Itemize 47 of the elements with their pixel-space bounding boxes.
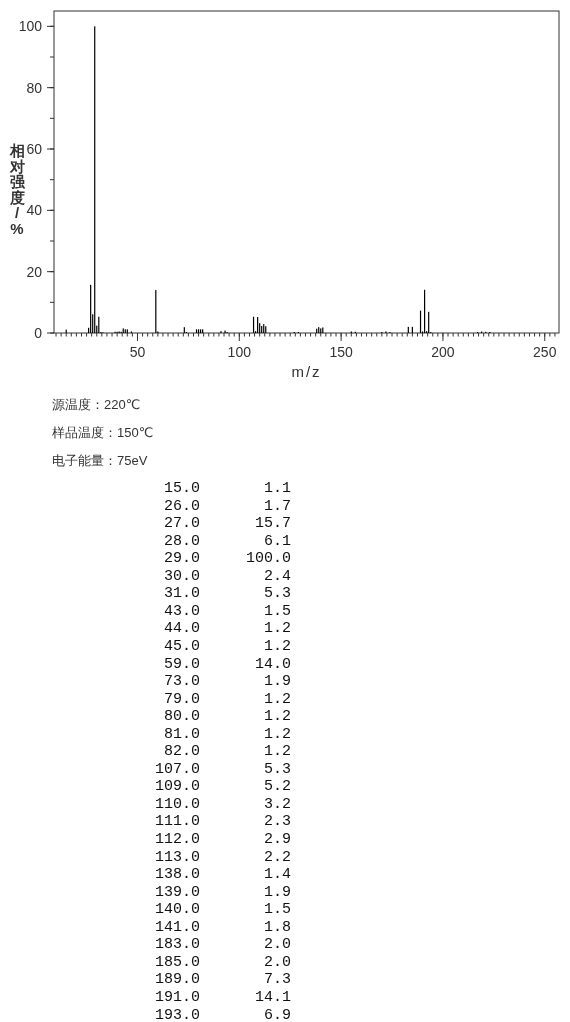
- text: 80.0 1.2: [163, 708, 291, 726]
- text: 15.0 1.1: [163, 480, 291, 497]
- text: 111.0 2.3: [154, 813, 291, 831]
- text: 电子能量：75eV: [52, 453, 148, 468]
- text: 141.0 1.8: [154, 918, 291, 936]
- text: 113.0 2.2: [154, 848, 291, 866]
- text: 193.0 6.9: [154, 1006, 291, 1022]
- y-tick-label: 60: [26, 141, 43, 157]
- text: 73.0 1.9: [163, 673, 291, 691]
- text: 45.0 1.2: [163, 637, 291, 655]
- text: 112.0 2.9: [154, 831, 291, 848]
- x-tick-label: 50: [129, 344, 146, 360]
- x-tick-label: 200: [431, 344, 455, 360]
- x-tick-label: 100: [227, 344, 252, 360]
- text: 138.0 1.4: [154, 866, 291, 884]
- text: 191.0 14.1: [154, 988, 291, 1006]
- text: 81.0 1.2: [163, 725, 291, 743]
- y-tick-label: 40: [26, 202, 43, 219]
- text: 27.0 15.7: [163, 515, 291, 533]
- text: 79.0 1.2: [163, 690, 291, 708]
- y-tick-label: 100: [18, 18, 43, 35]
- text: 29.0 100.0: [163, 550, 291, 568]
- text: 139.0 1.9: [154, 883, 291, 901]
- y-tick-label: 20: [26, 263, 43, 280]
- text: 185.0 2.0: [154, 953, 291, 971]
- x-axis-title: m/z: [291, 363, 322, 380]
- y-tick-label: 0: [34, 325, 43, 341]
- text: 26.0 1.7: [163, 497, 291, 515]
- text: 140.0 1.5: [154, 901, 291, 919]
- y-tick-label: 80: [26, 79, 43, 96]
- text: 43.0 1.5: [163, 602, 291, 620]
- text: 样品温度：150℃: [52, 425, 154, 440]
- text: 源温度：220℃: [52, 397, 141, 412]
- text: 110.0 3.2: [154, 795, 291, 813]
- y-axis-title: 相对强度/%: [8, 142, 26, 237]
- text: 28.0 6.1: [163, 532, 291, 550]
- x-tick-label: 250: [533, 344, 557, 360]
- text: 183.0 2.0: [154, 936, 291, 954]
- text: 30.0 2.4: [163, 567, 291, 585]
- x-tick-label: 150: [329, 344, 354, 360]
- text: 31.0 5.3: [163, 585, 291, 603]
- text: 44.0 1.2: [163, 620, 291, 638]
- text: 109.0 5.2: [154, 778, 291, 796]
- text: 82.0 1.2: [163, 743, 291, 761]
- text: 107.0 5.3: [154, 760, 291, 778]
- text: 59.0 14.0: [163, 655, 291, 673]
- text: 189.0 7.3: [154, 971, 291, 989]
